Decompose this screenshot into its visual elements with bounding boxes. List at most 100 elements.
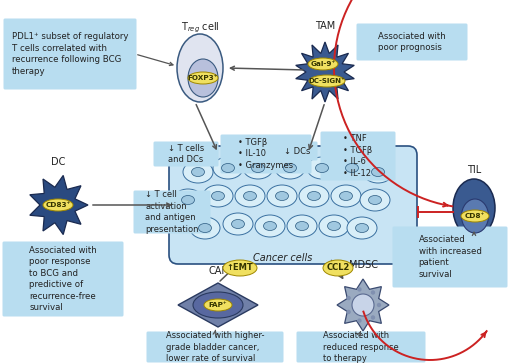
Ellipse shape <box>355 224 368 232</box>
Ellipse shape <box>198 224 211 232</box>
Circle shape <box>371 290 375 295</box>
Text: Associated with
poor prognosis: Associated with poor prognosis <box>378 32 446 52</box>
Circle shape <box>347 296 351 300</box>
Ellipse shape <box>222 163 235 172</box>
FancyBboxPatch shape <box>3 241 123 317</box>
Text: Gal-9⁺: Gal-9⁺ <box>310 61 336 67</box>
Text: • TGFβ
• IL-10
• Granzymes: • TGFβ • IL-10 • Granzymes <box>238 138 294 170</box>
FancyBboxPatch shape <box>321 131 396 180</box>
Ellipse shape <box>188 59 218 97</box>
FancyBboxPatch shape <box>393 227 508 287</box>
Ellipse shape <box>461 210 489 222</box>
Ellipse shape <box>295 221 309 231</box>
Circle shape <box>377 303 381 307</box>
Ellipse shape <box>204 299 232 311</box>
Ellipse shape <box>360 189 390 211</box>
Ellipse shape <box>193 292 243 318</box>
Ellipse shape <box>275 157 305 179</box>
Text: FAP⁺: FAP⁺ <box>209 302 227 308</box>
Text: DC-SIGN⁺: DC-SIGN⁺ <box>309 78 346 84</box>
Ellipse shape <box>283 163 296 172</box>
FancyBboxPatch shape <box>296 331 425 363</box>
Text: ↓ T cells
and DCs: ↓ T cells and DCs <box>168 144 204 164</box>
Ellipse shape <box>211 192 224 200</box>
Ellipse shape <box>287 215 317 237</box>
Ellipse shape <box>243 192 256 200</box>
Ellipse shape <box>43 199 73 211</box>
FancyBboxPatch shape <box>221 135 311 174</box>
Ellipse shape <box>183 161 213 183</box>
Text: TAM: TAM <box>315 21 335 31</box>
Ellipse shape <box>276 192 289 200</box>
Polygon shape <box>296 42 354 102</box>
Ellipse shape <box>363 161 393 183</box>
FancyBboxPatch shape <box>153 142 219 167</box>
Circle shape <box>357 287 362 291</box>
Text: CD83⁺: CD83⁺ <box>46 202 70 208</box>
Ellipse shape <box>323 260 353 276</box>
Ellipse shape <box>203 185 233 207</box>
Text: TIL: TIL <box>467 165 481 175</box>
Ellipse shape <box>308 192 321 200</box>
Circle shape <box>371 315 375 320</box>
Ellipse shape <box>337 157 367 179</box>
Circle shape <box>357 318 362 323</box>
Circle shape <box>347 310 351 314</box>
Ellipse shape <box>315 163 328 172</box>
Text: MDSC: MDSC <box>349 260 378 270</box>
Text: CAF: CAF <box>209 266 227 276</box>
FancyBboxPatch shape <box>134 191 210 233</box>
Text: T$_{reg}$ cell: T$_{reg}$ cell <box>181 21 219 35</box>
Text: PDL1⁺ subset of regulatory
T cells correlated with
recurrence following BCG
ther: PDL1⁺ subset of regulatory T cells corre… <box>12 32 128 76</box>
Text: FOXP3⁺: FOXP3⁺ <box>188 75 218 81</box>
Ellipse shape <box>462 199 488 233</box>
Text: Cancer cells: Cancer cells <box>253 253 313 263</box>
FancyBboxPatch shape <box>4 19 137 90</box>
Circle shape <box>352 294 374 316</box>
Text: CCL2: CCL2 <box>326 264 350 273</box>
Polygon shape <box>337 279 389 331</box>
Ellipse shape <box>264 221 277 231</box>
Ellipse shape <box>453 179 495 237</box>
Ellipse shape <box>188 72 218 84</box>
Ellipse shape <box>308 58 338 70</box>
Text: ↑EMT: ↑EMT <box>227 264 253 273</box>
Text: Associated
with increased
patient
survival: Associated with increased patient surviv… <box>419 235 481 279</box>
Ellipse shape <box>173 189 203 211</box>
Ellipse shape <box>327 221 340 231</box>
Text: • TNF
• TGFβ
• IL-6
• IL-12: • TNF • TGFβ • IL-6 • IL-12 <box>343 134 372 178</box>
Ellipse shape <box>181 196 194 204</box>
Ellipse shape <box>299 185 329 207</box>
Ellipse shape <box>235 185 265 207</box>
Text: Associated with
poor response
to BCG and
predictive of
recurrence-free
survival: Associated with poor response to BCG and… <box>29 246 97 312</box>
Ellipse shape <box>331 185 361 207</box>
Ellipse shape <box>347 217 377 239</box>
Ellipse shape <box>346 163 358 172</box>
Text: Associated with
reduced response
to therapy: Associated with reduced response to ther… <box>323 331 399 363</box>
Ellipse shape <box>232 220 244 228</box>
Ellipse shape <box>319 215 349 237</box>
Text: ↓ DCs: ↓ DCs <box>284 147 310 155</box>
Ellipse shape <box>213 157 243 179</box>
Ellipse shape <box>339 192 353 200</box>
Ellipse shape <box>177 34 223 102</box>
Ellipse shape <box>223 213 253 235</box>
Ellipse shape <box>368 196 381 204</box>
Ellipse shape <box>190 217 220 239</box>
Text: ↓ T cell
activation
and antigen
presentation: ↓ T cell activation and antigen presenta… <box>145 190 199 234</box>
Polygon shape <box>178 283 258 327</box>
Ellipse shape <box>309 75 345 87</box>
Ellipse shape <box>371 167 384 176</box>
Text: Associated with higher-
grade bladder cancer,
lower rate of survival: Associated with higher- grade bladder ca… <box>166 331 264 363</box>
Ellipse shape <box>243 157 273 179</box>
FancyBboxPatch shape <box>356 24 468 61</box>
Ellipse shape <box>267 185 297 207</box>
FancyBboxPatch shape <box>277 142 318 160</box>
FancyBboxPatch shape <box>147 331 283 363</box>
Text: DC: DC <box>51 157 65 167</box>
Polygon shape <box>30 175 88 234</box>
Ellipse shape <box>192 167 205 176</box>
Ellipse shape <box>252 163 265 172</box>
FancyBboxPatch shape <box>169 146 417 264</box>
Text: CD8⁺: CD8⁺ <box>465 213 485 219</box>
